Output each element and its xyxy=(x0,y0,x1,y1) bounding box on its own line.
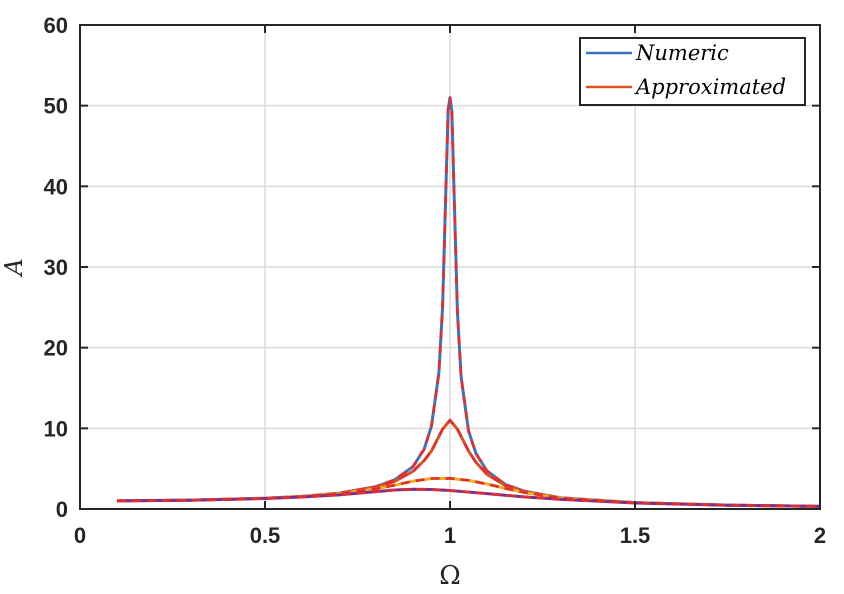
legend: Numeric Approximated xyxy=(579,37,806,106)
x-tick-label: 1 xyxy=(444,523,456,548)
y-tick-label: 50 xyxy=(44,94,68,119)
legend-label-approximated: Approximated xyxy=(634,75,786,99)
x-tick-label: 1.5 xyxy=(620,523,651,548)
y-tick-label: 30 xyxy=(44,255,68,280)
axis-ticks xyxy=(79,24,821,510)
y-tick-label: 60 xyxy=(44,13,68,38)
x-tick-label: 0.5 xyxy=(250,523,281,548)
x-tick-label: 2 xyxy=(814,523,826,548)
legend-box xyxy=(579,37,806,106)
y-tick-label: 40 xyxy=(44,174,68,199)
y-axis-label: A xyxy=(0,258,28,277)
data-lines xyxy=(116,96,820,508)
y-tick-label: 10 xyxy=(44,416,68,441)
legend-label-numeric: Numeric xyxy=(635,41,729,65)
series-line-7 xyxy=(116,487,820,508)
x-tick-label: 0 xyxy=(74,523,86,548)
y-tick-label: 20 xyxy=(44,336,68,361)
y-tick-label: 0 xyxy=(56,497,68,522)
x-axis-label: Ω xyxy=(439,561,461,591)
